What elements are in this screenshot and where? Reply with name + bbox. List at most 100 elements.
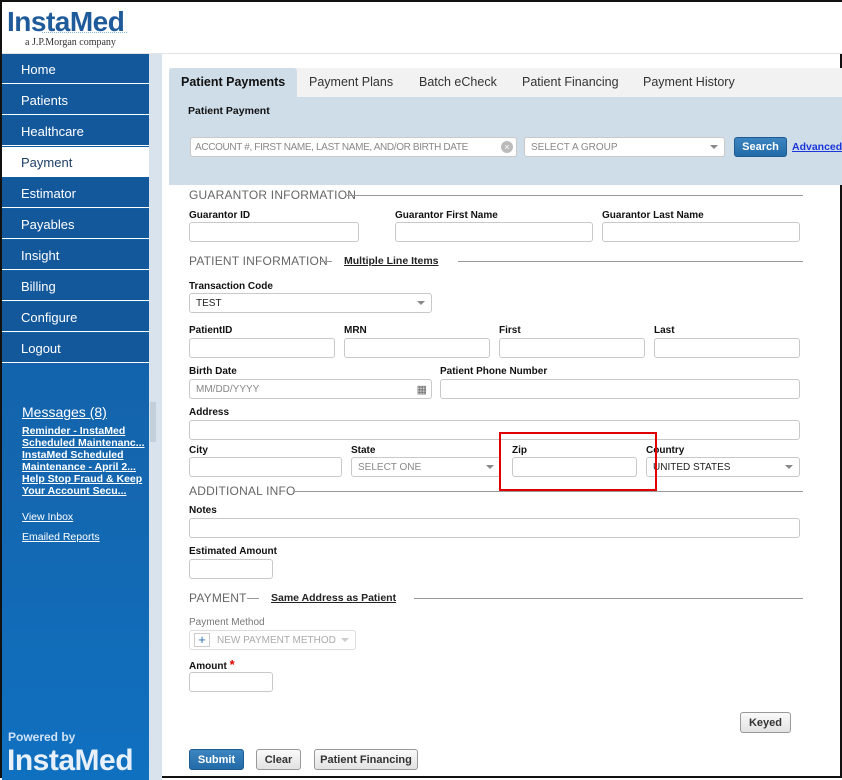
sidebar-item-configure[interactable]: Configure: [2, 302, 149, 332]
amount-field[interactable]: [189, 672, 273, 692]
header: InstaMed a J.P.Morgan company: [2, 2, 842, 54]
message-link[interactable]: Help Stop Fraud & Keep: [22, 473, 143, 485]
clear-button[interactable]: Clear: [256, 749, 301, 770]
submit-button[interactable]: Submit: [189, 749, 244, 770]
group-value: SELECT A GROUP: [531, 142, 618, 153]
divider: [320, 261, 332, 262]
chevron-down-icon: [785, 465, 793, 469]
sidebar-item-patients[interactable]: Patients: [2, 85, 149, 115]
message-link[interactable]: Your Account Secu...: [22, 485, 127, 497]
birth-date-placeholder: MM/DD/YYYY: [196, 384, 260, 395]
payment-method-select[interactable]: + NEW PAYMENT METHOD: [189, 630, 356, 650]
zip-label: Zip: [512, 445, 527, 456]
powered-by-logo: InstaMed: [7, 744, 134, 777]
instamed-logo: InstaMed: [7, 6, 125, 37]
divider: [414, 598, 803, 599]
address-field[interactable]: [189, 420, 800, 440]
patient-id-label: PatientID: [189, 325, 233, 336]
message-link[interactable]: InstaMed Scheduled: [22, 449, 124, 461]
same-address-link[interactable]: Same Address as Patient: [271, 592, 397, 604]
messages-link[interactable]: Messages (8): [22, 404, 107, 420]
message-link[interactable]: Reminder - InstaMed: [22, 425, 126, 437]
advanced-link[interactable]: Advanced: [792, 141, 842, 153]
guarantor-last-label: Guarantor Last Name: [602, 210, 704, 221]
sidebar-item-insight[interactable]: Insight: [2, 240, 149, 270]
transaction-code-value: TEST: [196, 298, 222, 309]
search-button[interactable]: Search: [734, 137, 787, 157]
sidebar-item-payables[interactable]: Payables: [2, 209, 149, 239]
tab-payment-plans[interactable]: Payment Plans: [309, 75, 394, 89]
search-panel: Patient Payment ACCOUNT #, FIRST NAME, L…: [169, 97, 842, 185]
tab-patient-payments[interactable]: Patient Payments: [169, 68, 298, 97]
guarantor-id-field[interactable]: [189, 222, 359, 242]
sidebar: Home Patients Healthcare Payment Estimat…: [2, 54, 149, 780]
patient-search-input[interactable]: ACCOUNT #, FIRST NAME, LAST NAME, AND/OR…: [190, 137, 517, 157]
country-label: Country: [646, 445, 685, 456]
tab-bar: Patient Payments Payment Plans Batch eCh…: [169, 68, 842, 97]
plus-icon: +: [194, 633, 210, 647]
divider: [347, 195, 803, 196]
payment-section-title: PAYMENT: [189, 591, 247, 605]
zip-field[interactable]: [512, 457, 637, 477]
search-placeholder: ACCOUNT #, FIRST NAME, LAST NAME, AND/OR…: [195, 142, 468, 153]
additional-section-title: ADDITIONAL INFO: [189, 484, 296, 498]
state-select[interactable]: SELECT ONE: [351, 457, 501, 477]
guarantor-id-label: Guarantor ID: [189, 210, 251, 221]
panel-title: Patient Payment: [188, 105, 270, 117]
last-name-label: Last: [654, 325, 675, 336]
estimated-amount-label: Estimated Amount: [189, 546, 277, 557]
divider: [293, 491, 803, 492]
tab-patient-financing[interactable]: Patient Financing: [522, 75, 619, 89]
sidebar-item-healthcare[interactable]: Healthcare: [2, 116, 149, 146]
chevron-down-icon: [341, 638, 349, 642]
patient-financing-button[interactable]: Patient Financing: [314, 749, 418, 770]
state-label: State: [351, 445, 376, 456]
birth-date-field[interactable]: MM/DD/YYYY ▦: [189, 379, 432, 399]
payment-method-label: Payment Method: [189, 617, 265, 628]
keyed-button[interactable]: Keyed: [740, 712, 791, 733]
guarantor-last-name-field[interactable]: [602, 222, 800, 242]
last-name-field[interactable]: [654, 338, 800, 358]
amount-label: Amount *: [189, 658, 235, 673]
multiple-line-items-link[interactable]: Multiple Line Items: [344, 255, 439, 267]
transaction-code-label: Transaction Code: [189, 281, 273, 292]
address-label: Address: [189, 407, 230, 418]
sidebar-item-billing[interactable]: Billing: [2, 271, 149, 301]
message-link[interactable]: Maintenance - April 2...: [22, 461, 136, 473]
emailed-reports-link[interactable]: Emailed Reports: [22, 531, 100, 543]
first-name-field[interactable]: [499, 338, 645, 358]
divider: [458, 261, 803, 262]
message-link[interactable]: Scheduled Maintenanc...: [22, 437, 145, 449]
mrn-field[interactable]: [344, 338, 490, 358]
payment-method-value: NEW PAYMENT METHOD: [217, 635, 336, 646]
transaction-code-select[interactable]: TEST: [189, 293, 432, 313]
group-select[interactable]: SELECT A GROUP: [524, 137, 725, 157]
sidebar-item-payment[interactable]: Payment: [2, 147, 149, 177]
guarantor-first-label: Guarantor First Name: [395, 210, 498, 221]
tab-payment-history[interactable]: Payment History: [643, 75, 735, 89]
city-field[interactable]: [189, 457, 342, 477]
sidebar-item-logout[interactable]: Logout: [2, 333, 149, 363]
powered-by-label: Powered by: [8, 730, 76, 744]
phone-field[interactable]: [440, 379, 800, 399]
view-inbox-link[interactable]: View Inbox: [22, 511, 74, 523]
birth-date-label: Birth Date: [189, 366, 237, 377]
guarantor-first-name-field[interactable]: [395, 222, 593, 242]
tab-batch-echeck[interactable]: Batch eCheck: [419, 75, 497, 89]
country-select[interactable]: UNITED STATES: [646, 457, 800, 477]
zip-highlight-box: [499, 432, 657, 491]
country-value: UNITED STATES: [653, 462, 731, 473]
patient-id-field[interactable]: [189, 338, 335, 358]
phone-label: Patient Phone Number: [440, 366, 548, 377]
sidebar-item-estimator[interactable]: Estimator: [2, 178, 149, 208]
clear-icon[interactable]: ×: [501, 141, 513, 153]
chevron-down-icon: [417, 301, 425, 305]
scrollbar-thumb[interactable]: [150, 402, 156, 442]
sidebar-item-home[interactable]: Home: [2, 54, 149, 84]
city-label: City: [189, 445, 208, 456]
state-value: SELECT ONE: [358, 462, 422, 473]
notes-field[interactable]: [189, 518, 800, 538]
mrn-label: MRN: [344, 325, 367, 336]
estimated-amount-field[interactable]: [189, 559, 273, 579]
calendar-icon[interactable]: ▦: [416, 384, 427, 396]
